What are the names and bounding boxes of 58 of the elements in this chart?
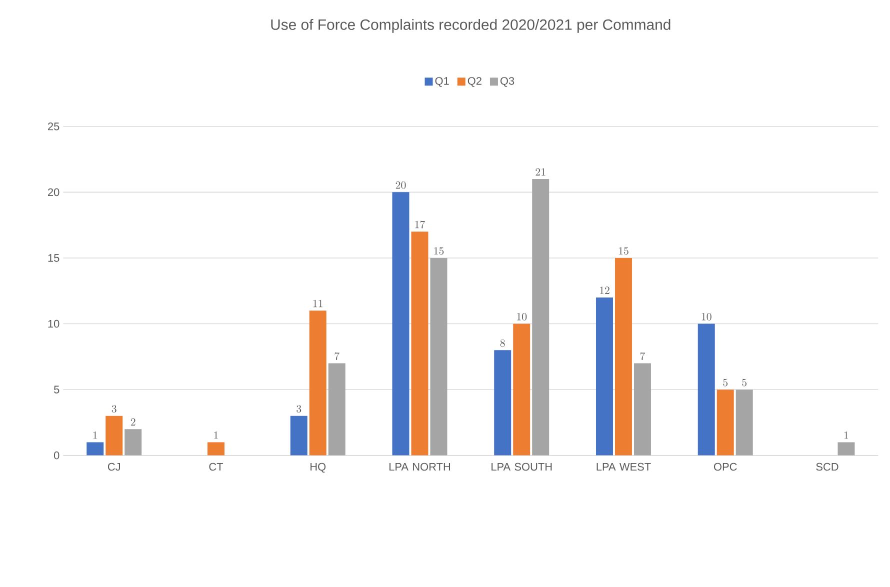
y-tick-label: 10 xyxy=(48,320,60,328)
bar xyxy=(207,442,224,456)
data-label: 1 xyxy=(214,431,218,439)
x-tick-label: LPA SOUTH xyxy=(492,462,552,471)
data-label: 11 xyxy=(313,300,322,308)
data-label: 5 xyxy=(742,378,747,386)
bar xyxy=(290,416,308,456)
bar xyxy=(634,363,651,456)
bar xyxy=(106,416,123,456)
data-label: 10 xyxy=(517,313,527,320)
bar xyxy=(430,258,448,456)
bar xyxy=(838,442,855,456)
y-tick-label: 5 xyxy=(54,386,60,394)
bar xyxy=(532,179,550,456)
x-tick-label: HQ xyxy=(310,462,326,473)
data-label: 3 xyxy=(296,405,302,413)
data-label: 12 xyxy=(600,286,610,294)
bar xyxy=(309,310,326,456)
bar xyxy=(124,429,142,456)
data-label: 1 xyxy=(844,431,848,439)
data-label: 15 xyxy=(619,247,628,255)
chart-title: Use of Force Complaints recorded 2020/2021 per Command xyxy=(271,18,670,33)
x-tick-label: OPC xyxy=(714,462,737,471)
data-label: 17 xyxy=(415,220,426,228)
y-tick-label: 15 xyxy=(48,254,60,262)
data-label: 5 xyxy=(723,378,728,386)
legend-label: Q3 xyxy=(500,77,514,87)
bar xyxy=(736,390,753,456)
bar xyxy=(86,442,104,456)
y-tick-label: 25 xyxy=(48,122,60,130)
bar xyxy=(411,232,428,456)
data-label: 21 xyxy=(536,168,546,176)
y-tick-label: 20 xyxy=(48,188,60,196)
data-label: 3 xyxy=(112,405,116,413)
x-tick-label: CT xyxy=(209,462,224,471)
x-tick-label: LPA NORTH xyxy=(389,462,450,471)
bar xyxy=(614,258,632,456)
x-tick-label: LPA WEST xyxy=(596,462,651,471)
bar xyxy=(392,192,410,456)
legend-label: Q1 xyxy=(435,77,449,87)
data-label: 2 xyxy=(130,418,136,426)
data-label: 20 xyxy=(396,181,406,189)
x-tick-label: CJ xyxy=(108,462,120,471)
data-label: 7 xyxy=(334,352,340,360)
bar xyxy=(716,390,734,456)
legend-label: Q2 xyxy=(468,77,482,87)
data-label: 8 xyxy=(500,339,505,347)
data-label: 10 xyxy=(702,313,712,320)
x-tick-label: SCD xyxy=(816,462,838,471)
bar xyxy=(494,350,512,456)
bar xyxy=(328,363,346,456)
data-label: 1 xyxy=(93,431,97,439)
data-label: 7 xyxy=(640,352,646,360)
bar xyxy=(596,297,613,456)
data-label: 15 xyxy=(434,247,444,255)
y-tick-label: 0 xyxy=(54,452,60,460)
bar xyxy=(698,324,715,456)
bar xyxy=(513,324,530,456)
